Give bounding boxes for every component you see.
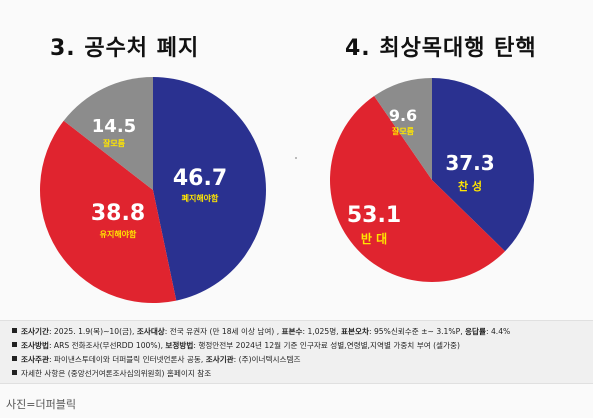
slice-name-label: 잘모름 bbox=[392, 126, 415, 136]
note-key: 조사기관 bbox=[205, 355, 234, 364]
slice-name-label: 폐지해야함 bbox=[182, 193, 219, 203]
bullet-icon bbox=[12, 342, 17, 347]
note-text: : (주)이너텍시스템즈 bbox=[233, 355, 301, 364]
slice-name-label: 찬 성 bbox=[458, 179, 482, 193]
slice-name-label: 반 대 bbox=[361, 231, 387, 246]
pie-slice bbox=[374, 78, 432, 180]
pie-slice bbox=[153, 77, 267, 301]
note-text: : 4.4% bbox=[486, 327, 511, 336]
slice-value-label: 14.5 bbox=[92, 116, 136, 137]
note-key: 표본오차 bbox=[341, 327, 369, 336]
note-text: : 1,025명, bbox=[302, 327, 342, 336]
slice-value-label: 38.8 bbox=[91, 201, 145, 226]
pie-slice bbox=[329, 95, 506, 283]
note-row: 조사주관: 파이낸스투데이와 더퍼블릭 인터넷언론사 공동, 조사기관: (주)… bbox=[12, 353, 593, 367]
bullet-icon bbox=[12, 356, 17, 361]
bullet-icon bbox=[12, 370, 17, 375]
photo-credit: 사진=더퍼블릭 bbox=[6, 398, 76, 411]
note-key: 표본수 bbox=[281, 327, 303, 336]
pie-slice bbox=[39, 120, 177, 303]
pie-slice bbox=[432, 78, 535, 252]
decorative-dot bbox=[295, 157, 297, 159]
note-text: : 행정안전부 2024년 12월 기준 인구자료 성별,연령별,지역별 가중치… bbox=[193, 341, 460, 350]
note-text: 자세한 사항은 (중앙선거여론조사심의위원회) 홈페이지 참조 bbox=[21, 369, 212, 378]
note-text: : ARS 전화조사(무선RDD 100%), bbox=[48, 341, 166, 350]
slice-value-label: 53.1 bbox=[347, 203, 401, 228]
note-key: 보정방법 bbox=[165, 341, 194, 350]
bullet-icon bbox=[12, 328, 17, 333]
slice-name-label: 유지해야함 bbox=[100, 229, 137, 239]
pie-slice bbox=[63, 77, 154, 190]
note-row: 조사기간: 2025. 1.9(목)~10(금), 조사대상: 전국 유권자 (… bbox=[12, 325, 593, 339]
chart-title-right: 4. 최상목대행 탄핵 bbox=[345, 36, 537, 61]
slice-value-label: 9.6 bbox=[389, 106, 417, 125]
slice-name-label: 잘모름 bbox=[103, 138, 126, 148]
note-row: 자세한 사항은 (중앙선거여론조사심의위원회) 홈페이지 참조 bbox=[12, 367, 593, 381]
survey-notes: 조사기간: 2025. 1.9(목)~10(금), 조사대상: 전국 유권자 (… bbox=[0, 320, 593, 384]
chart-title-left: 3. 공수처 폐지 bbox=[50, 36, 200, 61]
note-row: 조사방법: ARS 전화조사(무선RDD 100%), 보정방법: 행정안전부 … bbox=[12, 339, 593, 353]
note-text: : 2025. 1.9(목)~10(금), bbox=[48, 327, 137, 336]
note-text: : 95%신뢰수준 ±~ 3.1%P, bbox=[368, 327, 466, 336]
note-key: 응답률 bbox=[465, 327, 486, 336]
note-key: 조사대상 bbox=[136, 327, 165, 336]
note-key: 조사기간 bbox=[21, 327, 49, 336]
slice-value-label: 37.3 bbox=[445, 151, 494, 175]
note-text: : 전국 유권자 (만 18세 이상 남여) , bbox=[164, 327, 282, 336]
slice-value-label: 46.7 bbox=[173, 166, 227, 191]
note-key: 조사방법 bbox=[21, 341, 49, 350]
note-key: 조사주관 bbox=[21, 355, 49, 364]
note-text: : 파이낸스투데이와 더퍼블릭 인터넷언론사 공동, bbox=[48, 355, 206, 364]
